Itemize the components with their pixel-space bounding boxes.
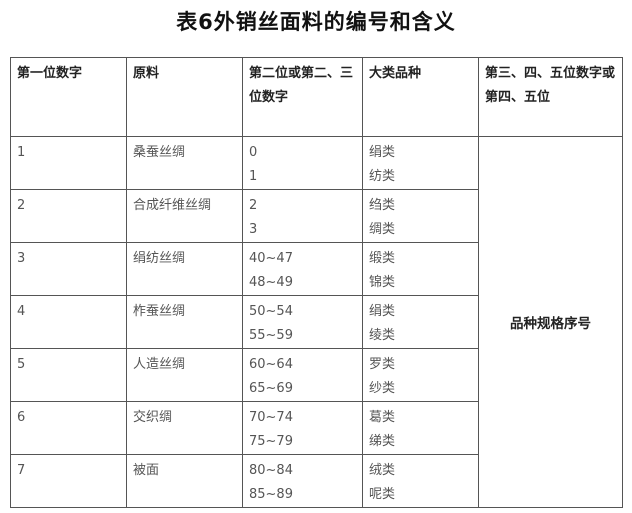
- code-cell: 70~74 75~79: [242, 401, 363, 455]
- code: 85~89: [249, 487, 293, 502]
- code: 48~49: [249, 275, 293, 290]
- first-digit-cell: 5: [10, 348, 127, 402]
- category: 呢类: [369, 487, 396, 502]
- category: 纱类: [369, 381, 396, 396]
- header-cell: 第三、四、五位数字或第四、五位: [478, 57, 623, 137]
- table-row: 3 绢纺丝绸 40~47 48~49 缎类锦类: [10, 242, 623, 296]
- category: 绢类: [369, 145, 396, 160]
- code: 70~74: [249, 410, 293, 425]
- first-digit-cell: 7: [10, 454, 127, 508]
- code: 1: [249, 169, 258, 184]
- first-digit: 1: [17, 145, 26, 160]
- code: 60~64: [249, 357, 293, 372]
- category: 葛类: [369, 410, 396, 425]
- category-cell: 绢类 纺类: [362, 136, 479, 190]
- code: 50~54: [249, 304, 293, 319]
- material: 绢纺丝绸: [133, 251, 186, 266]
- category: 纺类: [369, 169, 396, 184]
- first-digit: 5: [17, 357, 26, 372]
- material: 合成纤维丝绸: [133, 198, 212, 213]
- first-digit-cell: 1: [10, 136, 127, 190]
- merged-cell: 品种规格序号: [478, 136, 623, 508]
- table-row: 7 被面 80~84 85~89 绒类呢类: [10, 454, 623, 508]
- code: 0: [249, 145, 258, 160]
- category: 罗类: [369, 357, 396, 372]
- first-digit: 4: [17, 304, 26, 319]
- category: 绫类: [369, 328, 396, 343]
- first-digit-cell: 4: [10, 295, 127, 349]
- page-title: 表6外销丝面料的编号和含义: [176, 10, 456, 34]
- header-cell: 第二位或第二、三位数字: [242, 57, 363, 137]
- code: 40~47: [249, 251, 293, 266]
- material-cell: 绢纺丝绸: [126, 242, 243, 296]
- code: 55~59: [249, 328, 293, 343]
- material-cell: 人造丝绸: [126, 348, 243, 402]
- table-row: 5 人造丝绸 60~64 65~69 罗类纱类: [10, 348, 623, 402]
- category-cell: 葛类 绨类: [362, 401, 479, 455]
- material-cell: 交织绸: [126, 401, 243, 455]
- category: 绨类: [369, 434, 396, 449]
- code: 75~79: [249, 434, 293, 449]
- material-cell: 桑蚕丝绸: [126, 136, 243, 190]
- material-cell: 被面: [126, 454, 243, 508]
- code: 3: [249, 222, 258, 237]
- code-cell: 80~84 85~89: [242, 454, 363, 508]
- category-cell: 绉类 绸类: [362, 189, 479, 243]
- category: 绢类: [369, 304, 396, 319]
- material: 被面: [133, 463, 160, 478]
- code-cell: 50~54 55~59: [242, 295, 363, 349]
- table-row: 1 桑蚕丝绸 0 1 绢类 纺类 品种规格序号: [10, 136, 623, 508]
- header-cell: 原料: [126, 57, 243, 137]
- material-cell: 柞蚕丝绸: [126, 295, 243, 349]
- category-cell: 绢类 绫类: [362, 295, 479, 349]
- table-row: 6 交织绸 70~74 75~79 葛类绨类: [10, 401, 623, 455]
- code-cell: 40~47 48~49: [242, 242, 363, 296]
- first-digit: 2: [17, 198, 26, 213]
- code: 65~69: [249, 381, 293, 396]
- material: 交织绸: [133, 410, 173, 425]
- category: 绸类: [369, 222, 396, 237]
- first-digit: 3: [17, 251, 26, 266]
- material: 桑蚕丝绸: [133, 145, 186, 160]
- first-digit-cell: 3: [10, 242, 127, 296]
- header-row: 第一位数字 原料 第二位或第二、三位数字 大类品种 第三、四、五位数字或第四、五…: [10, 57, 623, 137]
- category: 绉类: [369, 198, 396, 213]
- material: 人造丝绸: [133, 357, 186, 372]
- category-cell: 罗类 纱类: [362, 348, 479, 402]
- header-cell: 大类品种: [362, 57, 479, 137]
- category-cell: 绒类 呢类: [362, 454, 479, 508]
- code-cell: 60~64 65~69: [242, 348, 363, 402]
- table-row: 4 柞蚕丝绸 50~54 55~59 绢类绫类: [10, 295, 623, 349]
- material: 柞蚕丝绸: [133, 304, 186, 319]
- category-cell: 缎类 锦类: [362, 242, 479, 296]
- category: 锦类: [369, 275, 396, 290]
- first-digit: 7: [17, 463, 26, 478]
- category: 绒类: [369, 463, 396, 478]
- code-table: 第一位数字 原料 第二位或第二、三位数字 大类品种 第三、四、五位数字或第四、五…: [10, 57, 623, 508]
- category: 缎类: [369, 251, 396, 266]
- first-digit-cell: 6: [10, 401, 127, 455]
- first-digit: 6: [17, 410, 26, 425]
- material-cell: 合成纤维丝绸: [126, 189, 243, 243]
- first-digit-cell: 2: [10, 189, 127, 243]
- header-cell: 第一位数字: [10, 57, 127, 137]
- table-row: 2 合成纤维丝绸 2 3 绉类 绸类: [10, 189, 623, 243]
- code: 80~84: [249, 463, 293, 478]
- code: 2: [249, 198, 258, 213]
